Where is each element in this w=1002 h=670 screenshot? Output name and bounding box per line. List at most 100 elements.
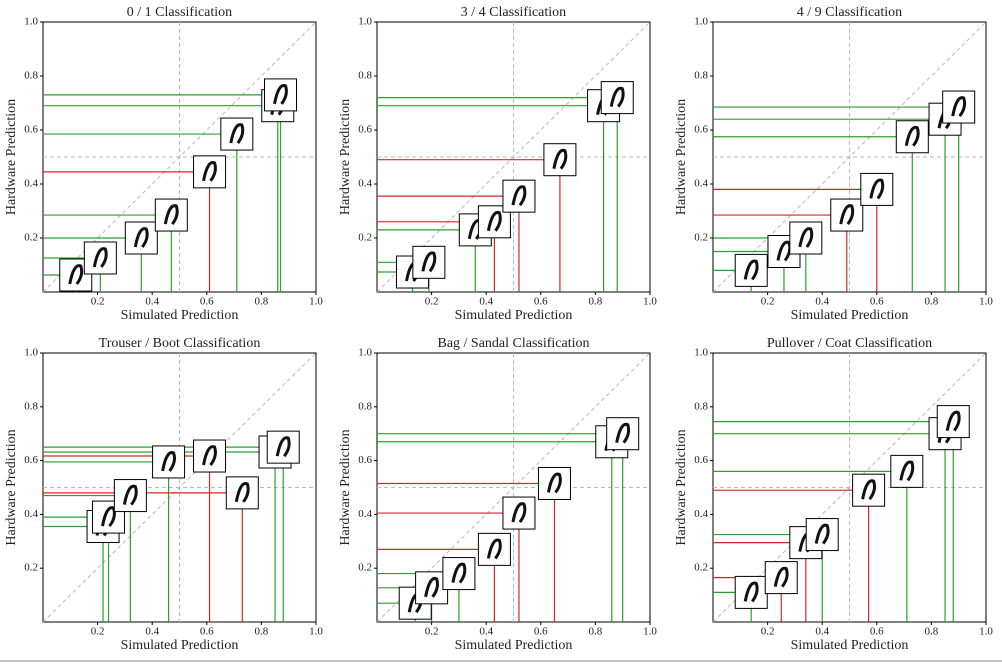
thumbnail-frame	[220, 117, 254, 151]
thumbnail-image	[552, 148, 568, 170]
chart-title: 0 / 1 Classification	[127, 5, 232, 20]
thumbnail	[264, 78, 298, 112]
thumbnail-image	[202, 445, 217, 466]
thumbnail-image	[511, 502, 527, 523]
x-tick-label: 0.8	[925, 626, 939, 638]
thumbnail-image	[202, 161, 217, 182]
thumbnail-image	[486, 538, 502, 560]
x-tick-label: 0.2	[91, 296, 105, 308]
thumbnail-image	[615, 422, 631, 444]
y-tick-label: 1.0	[694, 16, 708, 28]
thumbnail-image	[163, 204, 179, 225]
thumbnail-frame	[895, 120, 929, 154]
x-tick-label: 0.4	[479, 626, 493, 638]
x-tick-label: 0.8	[255, 626, 269, 638]
y-tick-label: 0.2	[24, 232, 38, 244]
x-tick-label: 0.4	[815, 626, 829, 638]
x-tick-label: 1.0	[979, 296, 993, 308]
x-tick-label: 0.2	[425, 626, 439, 638]
y-tick-label: 1.0	[358, 347, 372, 359]
thumbnail-image	[546, 472, 562, 494]
thumbnail-image	[511, 185, 527, 207]
x-tick-label: 0.6	[870, 296, 884, 308]
x-tick-label: 0.8	[255, 296, 269, 308]
thumbnail	[895, 120, 929, 154]
x-axis-label: Simulated Prediction	[455, 638, 573, 653]
thumbnail	[830, 198, 864, 232]
thumbnail-image	[486, 210, 502, 232]
y-tick-label: 0.6	[358, 454, 372, 466]
thumbnail	[502, 179, 536, 213]
y-tick-label: 0.2	[24, 562, 38, 574]
y-axis-label: Hardware Prediction	[4, 99, 19, 215]
y-tick-label: 0.4	[358, 178, 372, 190]
thumbnail-image	[951, 96, 967, 117]
thumbnail-frame	[543, 143, 577, 177]
y-tick-label: 0.2	[694, 232, 708, 244]
thumbnail	[942, 90, 976, 124]
thumbnail	[220, 117, 254, 151]
y-tick-label: 1.0	[24, 16, 38, 28]
x-tick-label: 0.2	[91, 626, 105, 638]
x-tick-label: 0.8	[925, 296, 939, 308]
thumbnail	[936, 405, 970, 439]
x-axis-label: Simulated Prediction	[791, 638, 909, 653]
thumbnail	[225, 476, 259, 510]
thumbnail-frame	[734, 253, 768, 287]
x-tick-label: 1.0	[979, 626, 993, 638]
thumbnail	[805, 518, 839, 552]
y-tick-label: 0.8	[24, 70, 38, 82]
y-tick-label: 0.4	[358, 508, 372, 520]
thumbnail-frame	[789, 221, 823, 255]
thumbnail-image	[869, 178, 885, 200]
y-tick-label: 0.2	[694, 562, 708, 574]
y-tick-label: 0.6	[24, 124, 38, 136]
thumbnail-image	[273, 84, 288, 105]
thumbnail-frame	[830, 198, 864, 232]
x-tick-label: 0.2	[425, 296, 439, 308]
x-axis-label: Simulated Prediction	[121, 308, 239, 323]
thumbnail	[734, 575, 768, 609]
thumbnail-frame	[860, 172, 894, 206]
thumbnail	[764, 561, 798, 595]
x-tick-label: 0.4	[815, 296, 829, 308]
y-axis-label: Hardware Prediction	[338, 429, 353, 545]
y-tick-label: 0.2	[358, 232, 372, 244]
y-tick-label: 0.8	[694, 70, 708, 82]
y-tick-label: 0.8	[24, 400, 38, 412]
thumbnail	[193, 155, 227, 189]
diagonal-line	[712, 21, 987, 293]
thumbnail-frame	[502, 496, 536, 530]
x-axis-label: Simulated Prediction	[121, 638, 239, 653]
thumbnail-image	[861, 479, 876, 501]
thumbnail	[852, 473, 886, 507]
y-tick-label: 0.8	[694, 400, 708, 412]
thumbnail-frame	[113, 479, 147, 513]
thumbnail	[789, 221, 823, 255]
thumbnail-frame	[852, 473, 886, 507]
thumbnail-frame	[152, 445, 186, 479]
y-tick-label: 0.4	[694, 178, 708, 190]
y-axis-label: Hardware Prediction	[674, 429, 689, 545]
thumbnail-frame	[154, 198, 188, 232]
thumbnail	[477, 532, 511, 566]
x-tick-label: 0.4	[479, 296, 493, 308]
thumbnail-image	[122, 484, 138, 506]
x-tick-label: 0.6	[534, 626, 548, 638]
thumbnail-image	[773, 566, 789, 588]
thumbnail-image	[814, 523, 830, 545]
x-tick-label: 0.4	[145, 626, 159, 638]
y-tick-label: 0.4	[694, 508, 708, 520]
thumbnail-image	[743, 259, 759, 281]
thumbnail	[154, 198, 188, 232]
y-tick-label: 0.6	[694, 124, 708, 136]
thumbnail-frame	[124, 221, 158, 255]
thumbnail	[502, 496, 536, 530]
thumbnail-image	[798, 227, 814, 248]
thumbnail-frame	[412, 245, 446, 279]
y-tick-label: 0.8	[358, 70, 372, 82]
y-axis-label: Hardware Prediction	[674, 99, 689, 215]
thumbnail	[890, 454, 924, 488]
thumbnail-image	[161, 451, 176, 472]
thumbnail-image	[945, 410, 961, 432]
